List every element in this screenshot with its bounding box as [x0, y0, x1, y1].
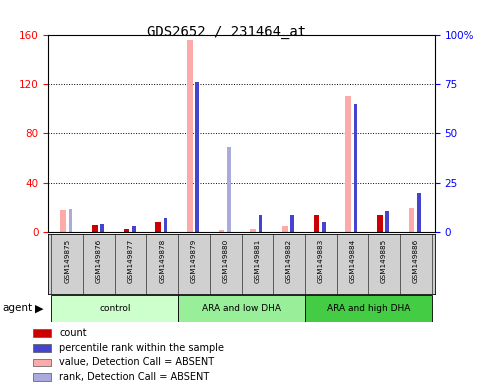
Text: GSM149880: GSM149880 — [223, 239, 228, 283]
Bar — [377, 215, 383, 232]
Text: GSM149882: GSM149882 — [286, 239, 292, 283]
Bar — [409, 208, 414, 232]
Bar — [33, 359, 51, 366]
Text: GSM149878: GSM149878 — [159, 239, 165, 283]
Bar — [354, 104, 357, 232]
Bar — [52, 295, 178, 322]
Bar — [33, 344, 51, 352]
Bar — [178, 295, 305, 322]
Bar — [227, 147, 231, 232]
Bar — [92, 225, 98, 232]
Bar — [345, 96, 351, 232]
Bar — [124, 228, 129, 232]
Text: GSM149885: GSM149885 — [381, 239, 387, 283]
Text: GSM149876: GSM149876 — [96, 239, 102, 283]
Text: ARA and high DHA: ARA and high DHA — [327, 304, 410, 313]
Bar — [195, 82, 199, 232]
Bar — [156, 222, 161, 232]
Text: GSM149883: GSM149883 — [318, 239, 324, 283]
Bar — [258, 215, 262, 232]
Bar — [385, 210, 389, 232]
Text: GSM149881: GSM149881 — [255, 239, 260, 283]
Text: ▶: ▶ — [35, 303, 43, 313]
Bar — [305, 295, 431, 322]
Text: agent: agent — [2, 303, 32, 313]
Bar — [60, 210, 66, 232]
Text: ARA and low DHA: ARA and low DHA — [202, 304, 281, 313]
Bar — [69, 209, 72, 232]
Bar — [164, 218, 168, 232]
Bar — [187, 40, 193, 232]
Text: GSM149886: GSM149886 — [412, 239, 419, 283]
Bar — [417, 193, 421, 232]
Bar — [33, 329, 51, 337]
Text: GSM149875: GSM149875 — [64, 239, 71, 283]
Bar — [132, 227, 136, 232]
Bar — [33, 373, 51, 381]
Text: rank, Detection Call = ABSENT: rank, Detection Call = ABSENT — [59, 372, 210, 382]
Text: value, Detection Call = ABSENT: value, Detection Call = ABSENT — [59, 358, 214, 367]
Bar — [219, 230, 225, 232]
Text: GSM149877: GSM149877 — [128, 239, 134, 283]
Text: GSM149879: GSM149879 — [191, 239, 197, 283]
Bar — [322, 222, 326, 232]
Bar — [100, 224, 104, 232]
Text: GDS2652 / 231464_at: GDS2652 / 231464_at — [147, 25, 307, 39]
Text: count: count — [59, 328, 87, 338]
Bar — [250, 228, 256, 232]
Text: control: control — [99, 304, 130, 313]
Bar — [290, 215, 294, 232]
Text: percentile rank within the sample: percentile rank within the sample — [59, 343, 225, 353]
Text: GSM149884: GSM149884 — [349, 239, 355, 283]
Bar — [314, 215, 319, 232]
Bar — [282, 226, 288, 232]
